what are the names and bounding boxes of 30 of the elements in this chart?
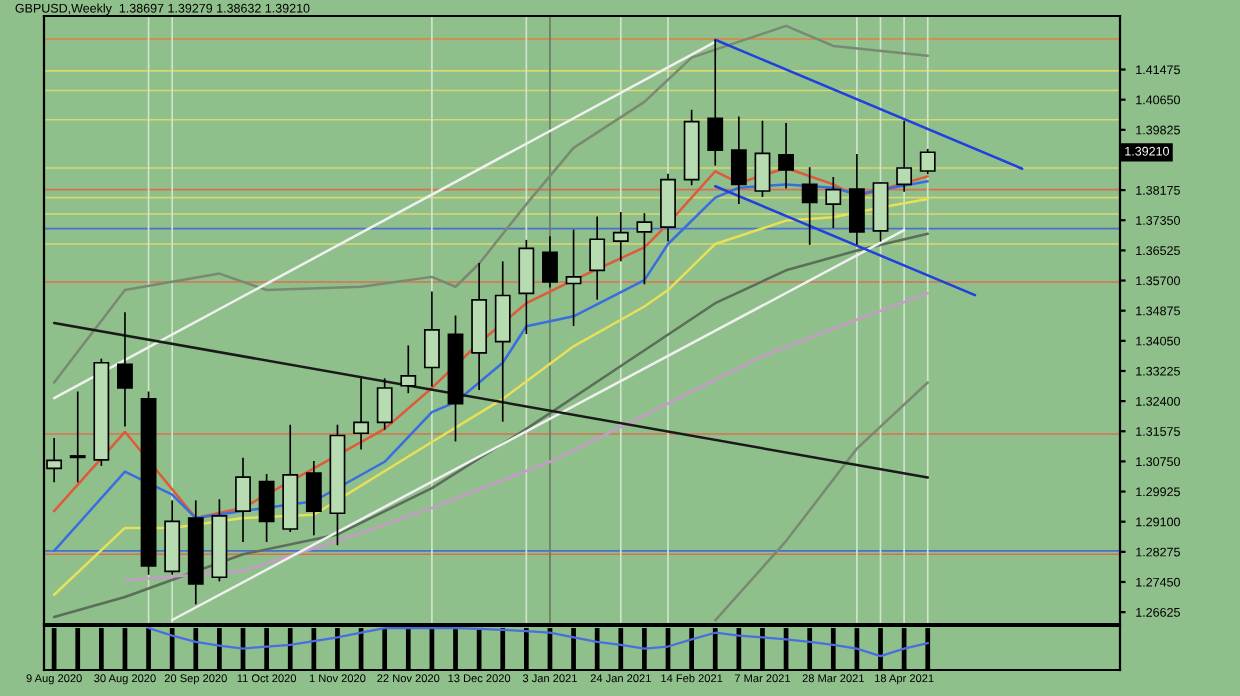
candlestick (707, 39, 724, 166)
candlestick (589, 216, 606, 300)
candlestick (896, 120, 913, 192)
line-series (123, 292, 929, 582)
candlestick (542, 236, 558, 288)
line-series (713, 381, 929, 622)
candlestick (518, 239, 535, 334)
candlestick (235, 457, 251, 542)
candlestick (565, 229, 582, 326)
candlestick (494, 261, 511, 422)
candlestick (305, 460, 322, 536)
candlestick (848, 154, 865, 245)
candlestick (825, 177, 842, 229)
line-series (52, 24, 929, 384)
candlestick (423, 291, 440, 387)
candlestick (376, 378, 393, 430)
candlestick (258, 474, 275, 542)
candlestick (612, 212, 629, 262)
candlestick (730, 116, 747, 204)
candlestick (754, 120, 771, 197)
candlestick (636, 213, 653, 285)
candlestick (660, 173, 676, 242)
candlestick (919, 148, 936, 175)
candlestick (778, 122, 794, 189)
candlestick (801, 167, 818, 245)
candlestick (872, 182, 889, 242)
candlestick (400, 345, 417, 394)
candlestick (69, 391, 86, 483)
candlestick (353, 378, 369, 450)
candlestick (117, 312, 133, 427)
